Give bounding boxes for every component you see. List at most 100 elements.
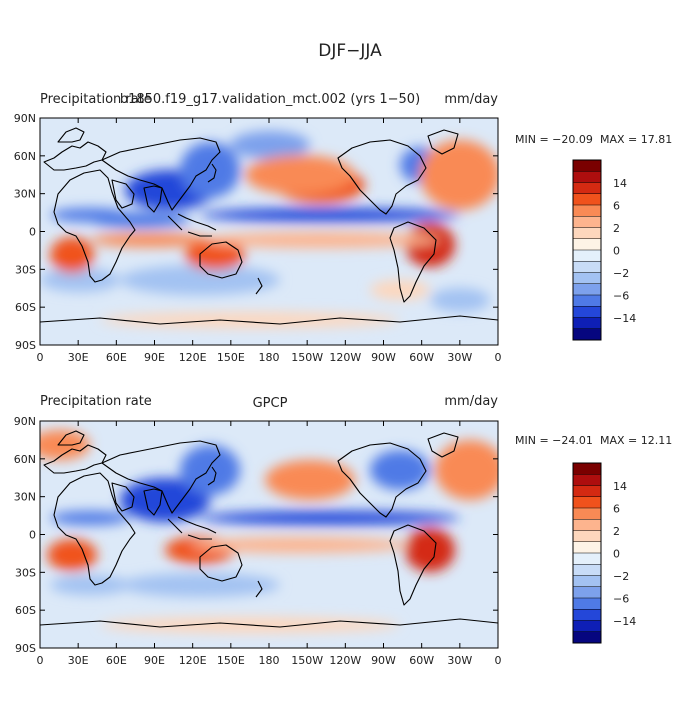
colorbar: 14 6 2 0 −2 −6 −14: [572, 462, 636, 644]
colorbar-swatch: [573, 317, 601, 330]
colorbar-swatch: [573, 328, 601, 341]
colorbar-label: −6: [613, 593, 629, 606]
y-tick-label: 30N: [14, 491, 36, 504]
colorbar-label: 0: [613, 548, 620, 561]
colorbar-label: 14: [613, 177, 627, 190]
x-tick-label: 0: [37, 654, 44, 667]
y-tick-label: 90N: [14, 415, 36, 428]
x-tick-label: 180: [259, 654, 280, 667]
colorbar-swatch: [573, 564, 601, 576]
y-tick-label: 90S: [15, 642, 36, 655]
colorbar-swatch: [573, 519, 601, 531]
colorbar-swatch: [573, 250, 601, 262]
colorbar-swatch: [573, 182, 601, 195]
colorbar-swatch: [573, 586, 601, 599]
panel-title-left: Precipitation rate: [40, 394, 152, 409]
colorbar-swatch: [573, 216, 601, 228]
colorbar-swatch: [573, 474, 601, 486]
x-tick-label: 120W: [329, 654, 361, 667]
heatmap-field: [40, 118, 498, 345]
x-tick-label: 0: [495, 654, 502, 667]
panel-units: mm/day: [444, 92, 498, 107]
map-axes: 0 30E 60E 90E 120E 150E 180 150W 120W 90W 60W 30W 09…: [14, 112, 502, 364]
y-tick-label: 90N: [14, 112, 36, 125]
colorbar-swatch: [573, 160, 601, 172]
min-label: MIN = −24.01: [515, 434, 593, 447]
y-tick-label: 60S: [15, 301, 36, 314]
x-tick-label: 30W: [447, 654, 472, 667]
colorbar-swatch: [573, 261, 601, 273]
x-tick-label: 150E: [217, 351, 245, 364]
colorbar-swatch: [573, 463, 601, 475]
x-tick-label: 90W: [371, 654, 396, 667]
x-tick-label: 30W: [447, 351, 472, 364]
chart-panel-model: Precipitation rate b1850.f19_g17.validat…: [14, 92, 673, 364]
y-tick-label: 60N: [14, 150, 36, 163]
y-tick-label: 30S: [15, 263, 36, 276]
colorbar-swatch: [573, 272, 601, 285]
colorbar-swatch: [573, 205, 601, 217]
panel-title-center: GPCP: [253, 396, 288, 411]
heatmap-field: [40, 421, 498, 648]
y-tick-label: 30N: [14, 188, 36, 201]
y-tick-label: 60N: [14, 453, 36, 466]
map-axes: 0 30E 60E 90E 120E 150E 180 150W 120W 90W 60W 30W 09…: [14, 415, 502, 667]
colorbar-swatch: [573, 496, 601, 509]
colorbar-swatch: [573, 227, 601, 240]
colorbar-label: 2: [613, 525, 620, 538]
colorbar-swatch: [573, 541, 601, 554]
x-tick-label: 180: [259, 351, 280, 364]
y-tick-label: 0: [29, 226, 36, 239]
x-tick-label: 30E: [68, 351, 89, 364]
colorbar-swatch: [573, 295, 601, 307]
x-tick-label: 90E: [144, 654, 165, 667]
page-title: DJF−JJA: [318, 41, 382, 61]
colorbar-label: −6: [613, 290, 629, 303]
x-tick-label: 90E: [144, 351, 165, 364]
x-tick-label: 150W: [291, 654, 323, 667]
max-label: MAX = 12.11: [600, 434, 672, 447]
x-tick-label: 120E: [179, 351, 207, 364]
chart-panel-gpcp: Precipitation rate GPCP mm/day: [14, 394, 673, 667]
x-tick-label: 120E: [179, 654, 207, 667]
x-tick-label: 60E: [106, 351, 127, 364]
colorbar-swatch: [573, 508, 601, 520]
colorbar-swatch: [573, 609, 601, 621]
y-tick-label: 60S: [15, 604, 36, 617]
colorbar-label: 6: [613, 200, 620, 213]
colorbar-swatch: [573, 193, 601, 206]
y-tick-label: 0: [29, 529, 36, 542]
panel-title-left: Precipitation rate: [40, 92, 152, 107]
colorbar-swatch: [573, 485, 601, 498]
colorbar-label: 2: [613, 222, 620, 235]
colorbar-swatch: [573, 238, 601, 251]
colorbar-swatch: [573, 171, 601, 183]
panel-units: mm/day: [444, 394, 498, 409]
colorbar-label: −2: [613, 570, 629, 583]
x-tick-label: 90W: [371, 351, 396, 364]
x-tick-label: 150E: [217, 654, 245, 667]
y-tick-label: 30S: [15, 566, 36, 579]
min-label: MIN = −20.09: [515, 133, 593, 146]
colorbar-swatch: [573, 283, 601, 296]
colorbar-swatch: [573, 631, 601, 644]
x-tick-label: 150W: [291, 351, 323, 364]
colorbar-label: 0: [613, 245, 620, 258]
colorbar-label: −14: [613, 312, 636, 325]
colorbar-label: −14: [613, 615, 636, 628]
y-tick-label: 90S: [15, 339, 36, 352]
x-tick-label: 0: [495, 351, 502, 364]
x-tick-label: 60W: [409, 351, 434, 364]
max-label: MAX = 17.81: [600, 133, 672, 146]
colorbar-label: 6: [613, 503, 620, 516]
x-tick-label: 60W: [409, 654, 434, 667]
x-tick-label: 0: [37, 351, 44, 364]
colorbar-swatch: [573, 575, 601, 588]
colorbar-swatch: [573, 620, 601, 633]
colorbar-swatch: [573, 306, 601, 318]
colorbar-swatch: [573, 530, 601, 543]
colorbar-label: 14: [613, 480, 627, 493]
colorbar-label: −2: [613, 267, 629, 280]
